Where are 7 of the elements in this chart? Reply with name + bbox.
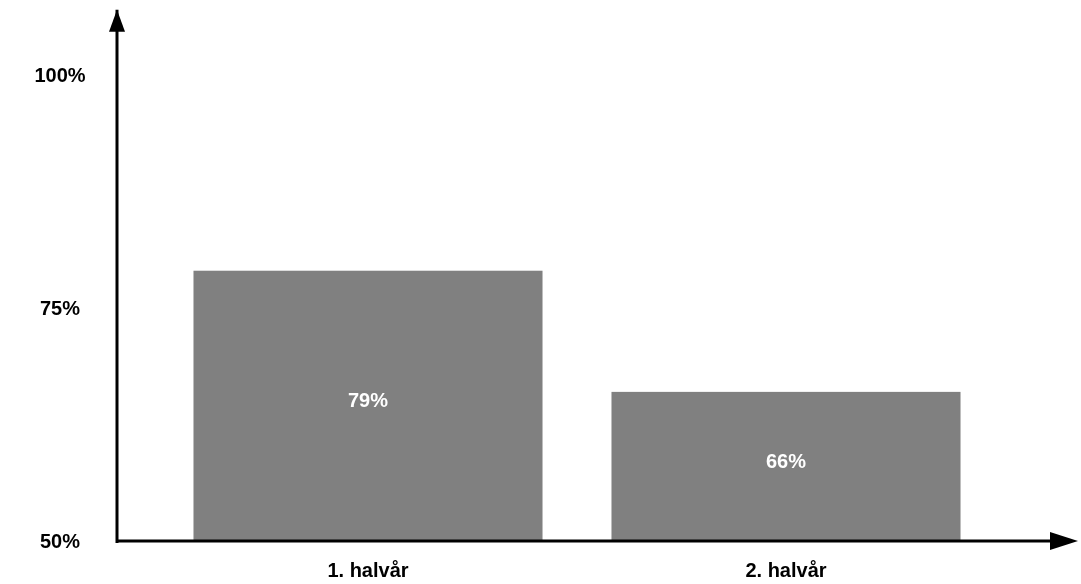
y-tick-label: 100% — [34, 64, 86, 86]
data-label: 66% — [765, 449, 807, 472]
x-tick-label: 1. halvår — [327, 559, 409, 581]
y-tick-label: 75% — [39, 297, 81, 319]
data-label: 79% — [347, 389, 389, 412]
x-tick-label: 2. halvår — [745, 559, 827, 581]
y-tick-label: 50% — [39, 530, 81, 552]
